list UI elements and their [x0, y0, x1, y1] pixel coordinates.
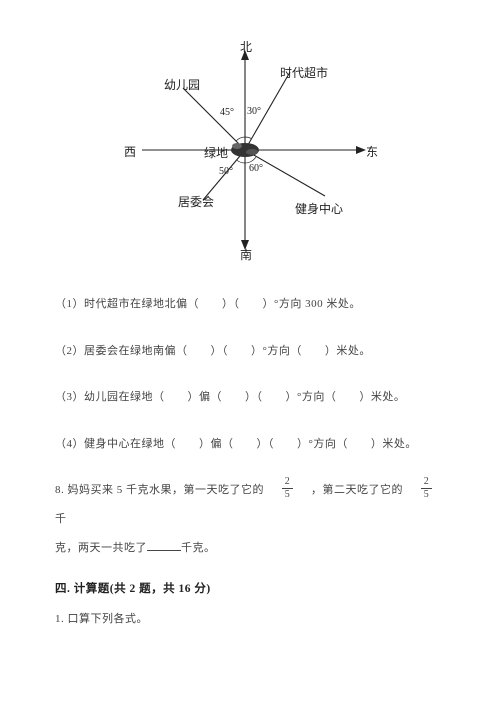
- q8-tail2: 克，两天一共吃了: [55, 542, 147, 554]
- q8-mid: ，第二天吃了它的: [300, 484, 415, 496]
- question-4: （4）健身中心在绿地（ ）偏（ ）（ ）°方向（ ）米处。: [55, 430, 445, 459]
- compass-diagram-container: 北 南 东 西 绿地 幼儿园 时代超市 居委会 健身中心 45° 30° 50°…: [55, 40, 445, 260]
- question-3: （3）幼儿园在绿地（ ）偏（ ）（ ）°方向（ ）米处。: [55, 383, 445, 412]
- angle-gym: 60°: [249, 163, 263, 174]
- compass-diagram: 北 南 东 西 绿地 幼儿园 时代超市 居委会 健身中心 45° 30° 50°…: [120, 40, 380, 260]
- label-south: 南: [240, 246, 252, 263]
- angle-supermarket: 30°: [247, 106, 261, 117]
- label-kindergarten: 幼儿园: [164, 76, 200, 93]
- label-committee: 居委会: [178, 193, 214, 210]
- label-north: 北: [240, 38, 252, 55]
- q8-fraction-2: 2 5: [421, 477, 433, 500]
- label-east: 东: [366, 143, 378, 160]
- label-center: 绿地: [204, 144, 228, 161]
- q8-frac1-den: 5: [282, 489, 294, 500]
- q8-frac1-num: 2: [282, 477, 294, 489]
- label-gym: 健身中心: [295, 200, 343, 217]
- label-supermarket: 时代超市: [280, 64, 328, 81]
- q8-tail3: 千克。: [181, 542, 216, 554]
- q8-fraction-1: 2 5: [282, 477, 294, 500]
- q8-frac2-num: 2: [421, 477, 433, 489]
- question-2: （2）居委会在绿地南偏（ ）（ ）°方向（ ）米处。: [55, 337, 445, 366]
- label-west: 西: [124, 143, 136, 160]
- question-8: 8. 妈妈买来 5 千克水果，第一天吃了它的 2 5 ，第二天吃了它的 2 5 …: [55, 476, 445, 562]
- section-4-item-1: 1. 口算下列各式。: [55, 610, 445, 626]
- section-4-title: 四. 计算题(共 2 题，共 16 分): [55, 580, 445, 596]
- q8-prefix: 8. 妈妈买来 5 千克水果，第一天吃了它的: [55, 484, 276, 496]
- compass-svg: [120, 40, 380, 260]
- q8-frac2-den: 5: [421, 489, 433, 500]
- angle-kindergarten: 45°: [220, 107, 234, 118]
- q8-blank: [147, 541, 181, 551]
- question-1: （1）时代超市在绿地北偏（ ）（ ）°方向 300 米处。: [55, 290, 445, 319]
- angle-committee: 50°: [219, 166, 233, 177]
